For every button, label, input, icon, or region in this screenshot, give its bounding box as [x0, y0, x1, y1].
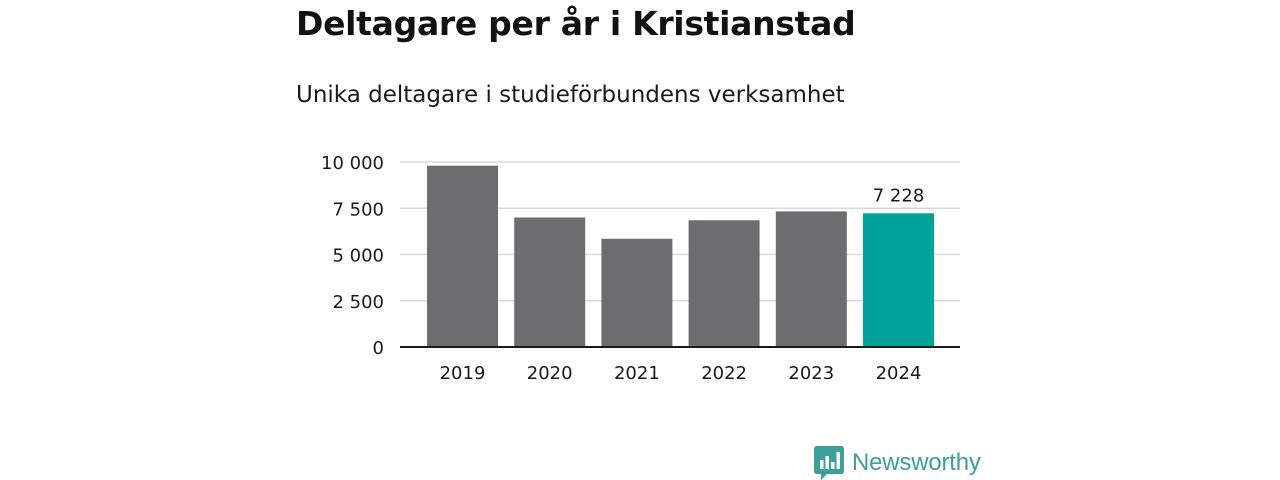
bars	[427, 165, 934, 347]
logo-wordmark: Newsworthy	[852, 449, 981, 476]
bar-chart-speech-bubble-icon	[814, 446, 844, 480]
x-axis-ticks: 2019 2020 2021 2022 2023 2024	[440, 363, 922, 384]
y-axis-ticks: 0 2 500 5 000 7 500 10 000	[321, 153, 384, 359]
y-tick-label: 2 500	[332, 292, 384, 313]
x-tick-label: 2022	[701, 363, 747, 384]
data-label: 7 228	[873, 185, 925, 206]
y-tick-label: 5 000	[332, 246, 384, 267]
x-tick-label: 2019	[440, 363, 486, 384]
data-labels: 7 228	[873, 185, 925, 206]
x-tick-label: 2024	[876, 363, 922, 384]
bar-2022	[688, 220, 760, 347]
x-tick-label: 2020	[527, 363, 573, 384]
bar-2019	[427, 165, 498, 347]
y-tick-label: 10 000	[321, 153, 384, 174]
y-tick-label: 0	[373, 338, 384, 359]
x-tick-label: 2021	[614, 363, 660, 384]
bar-2021	[601, 238, 673, 347]
chart-subtitle: Unika deltagare i studieförbundens verks…	[296, 82, 845, 108]
bar-2020	[514, 217, 586, 347]
chart-title: Deltagare per år i Kristianstad	[296, 4, 856, 43]
bar-2023	[775, 211, 847, 347]
y-tick-label: 7 500	[332, 199, 384, 220]
x-tick-label: 2023	[788, 363, 834, 384]
bar-2024	[863, 213, 934, 347]
newsworthy-logo: Newsworthy	[814, 446, 981, 480]
